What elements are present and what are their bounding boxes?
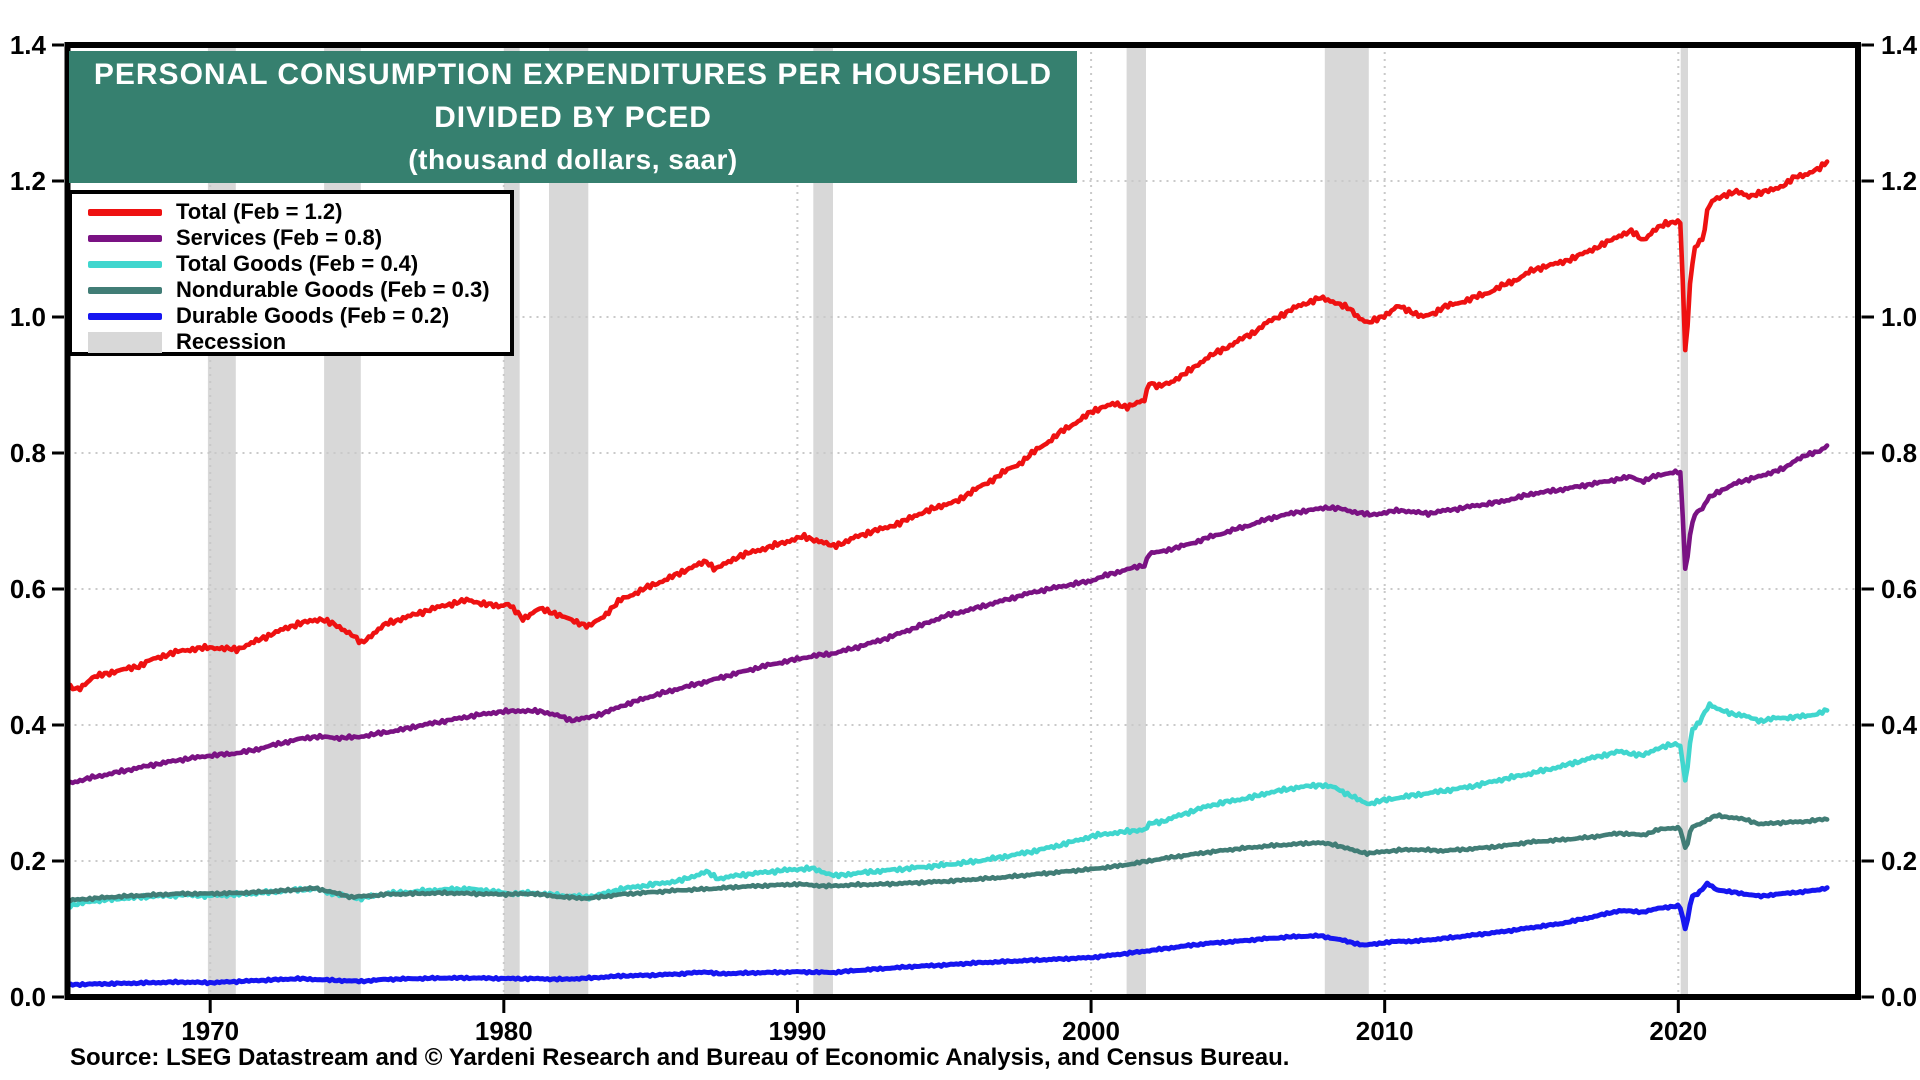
recession-band <box>1126 45 1146 997</box>
chart-title-line2: DIVIDED BY PCED <box>434 101 712 134</box>
y-axis-label-right: 0.6 <box>1881 574 1917 604</box>
y-axis-label-right: 0.0 <box>1881 982 1917 1012</box>
title-banner: PERSONAL CONSUMPTION EXPENDITURES PER HO… <box>69 51 1077 183</box>
chart-title-line3: (thousand dollars, saar) <box>408 144 738 175</box>
y-axis-label-right: 1.2 <box>1881 166 1917 196</box>
series-line-durable-goods <box>65 880 1830 988</box>
legend-item-label: Recession <box>176 329 287 354</box>
legend-item: Total Goods (Feb = 0.4) <box>88 251 510 277</box>
recession-band <box>813 45 833 997</box>
legend-line-swatch <box>88 286 162 294</box>
legend-item: Durable Goods (Feb = 0.2) <box>88 303 510 329</box>
legend-line-swatch <box>88 234 162 242</box>
x-axis-label: 1980 <box>475 1016 533 1046</box>
x-axis-label: 2010 <box>1356 1016 1414 1046</box>
series-line-services <box>65 443 1830 787</box>
x-axis-label: 2000 <box>1062 1016 1120 1046</box>
legend-item-label: Total (Feb = 1.2) <box>176 199 343 224</box>
legend-item-label: Services (Feb = 0.8) <box>176 225 383 250</box>
plot-border <box>64 42 1861 1000</box>
y-axis-label-right: 1.0 <box>1881 302 1917 332</box>
y-axis-label-left: 1.0 <box>10 302 46 332</box>
y-axis-label-left: 1.4 <box>10 30 47 60</box>
x-axis-label: 2020 <box>1649 1016 1707 1046</box>
recession-band <box>207 45 236 997</box>
y-axis-label-right: 0.2 <box>1881 846 1917 876</box>
x-axis-label: 1990 <box>769 1016 827 1046</box>
series-line-total <box>65 159 1830 693</box>
y-axis-label-left: 0.2 <box>10 846 46 876</box>
legend: Total (Feb = 1.2) Services (Feb = 0.8) Tot… <box>68 190 514 356</box>
series-line-nondurable-goods <box>65 812 1830 904</box>
y-axis-label-right: 0.8 <box>1881 438 1917 468</box>
y-axis-label-left: 0.8 <box>10 438 46 468</box>
y-axis-label-left: 0.6 <box>10 574 46 604</box>
legend-line-swatch <box>88 260 162 268</box>
y-axis-label-left: 1.2 <box>10 166 46 196</box>
legend-item: Recession <box>88 329 510 355</box>
legend-item: Services (Feb = 0.8) <box>88 225 510 251</box>
recession-band <box>324 45 361 997</box>
legend-item-label: Total Goods (Feb = 0.4) <box>176 251 419 276</box>
y-axis-label-left: 0.4 <box>10 710 47 740</box>
recession-band <box>549 45 589 997</box>
source-note: Source: LSEG Datastream and © Yardeni Re… <box>70 1044 1290 1071</box>
legend-line-swatch <box>88 208 162 216</box>
legend-item-label: Nondurable Goods (Feb = 0.3) <box>176 277 490 302</box>
y-axis-label-right: 1.4 <box>1881 30 1918 60</box>
legend-line-swatch <box>88 312 162 320</box>
x-axis-label: 1970 <box>181 1016 239 1046</box>
legend-recession-swatch <box>88 331 162 353</box>
recession-band <box>1324 45 1369 997</box>
legend-item: Nondurable Goods (Feb = 0.3) <box>88 277 510 303</box>
recession-band <box>503 45 520 997</box>
legend-item-label: Durable Goods (Feb = 0.2) <box>176 303 450 328</box>
y-axis-label-left: 0.0 <box>10 982 46 1012</box>
series-line-total-goods <box>65 701 1830 910</box>
chart-title-line1: PERSONAL CONSUMPTION EXPENDITURES PER HO… <box>93 58 1053 91</box>
legend-item: Total (Feb = 1.2) <box>88 199 510 225</box>
y-axis-label-right: 0.4 <box>1881 710 1918 740</box>
